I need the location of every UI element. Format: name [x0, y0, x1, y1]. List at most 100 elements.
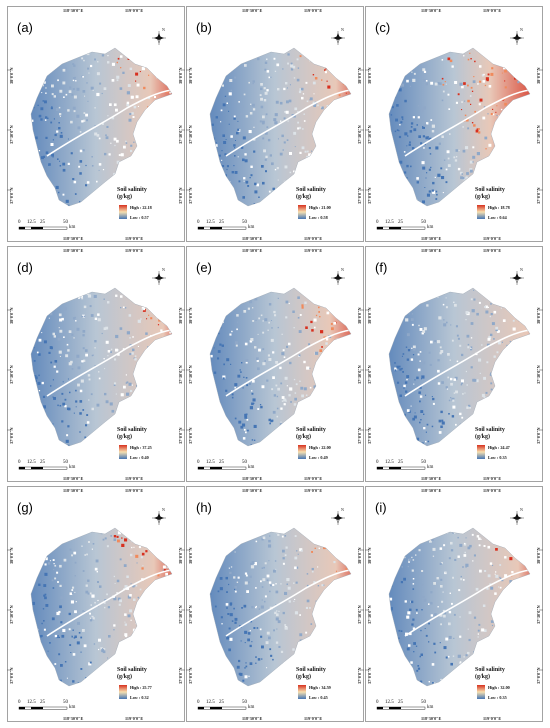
- salinity-pixel: [428, 137, 432, 141]
- salinity-pixel: [140, 318, 142, 320]
- salinity-pixel: [320, 55, 324, 59]
- salinity-pixel: [260, 580, 262, 583]
- salinity-pixel: [143, 395, 146, 399]
- salinity-pixel: [346, 111, 349, 114]
- salinity-pixel: [114, 144, 116, 147]
- salinity-pixel: [490, 303, 492, 305]
- salinity-pixel: [495, 111, 497, 113]
- salinity-pixel: [333, 322, 336, 325]
- salinity-pixel: [503, 538, 506, 541]
- salinity-pixel: [321, 392, 323, 394]
- salinity-pixel: [325, 338, 329, 341]
- salinity-pixel: [519, 391, 522, 395]
- salinity-pixel: [261, 165, 264, 168]
- salinity-pixel: [406, 535, 410, 539]
- salinity-pixel: [522, 644, 524, 646]
- salinity-pixel: [290, 401, 292, 403]
- salinity-pixel: [438, 419, 442, 423]
- salinity-pixel: [512, 586, 516, 590]
- salinity-pixel: [61, 317, 64, 321]
- river: [404, 569, 530, 637]
- salinity-pixel: [421, 378, 422, 380]
- salinity-pixel: [274, 560, 277, 562]
- latitude-label: 38°0'0"N: [536, 67, 541, 84]
- salinity-pixel: [264, 600, 266, 603]
- salinity-pixel: [411, 556, 413, 559]
- salinity-pixel: [504, 80, 506, 82]
- salinity-pixel: [494, 421, 497, 424]
- salinity-pixel: [229, 637, 233, 641]
- salinity-pixel: [277, 297, 279, 299]
- salinity-pixel: [315, 61, 318, 64]
- salinity-pixel: [220, 80, 223, 84]
- latitude-label: 37°30'0"N: [9, 125, 14, 144]
- salinity-pixel: [38, 150, 41, 152]
- salinity-pixel: [493, 657, 495, 659]
- salinity-pixel: [340, 164, 344, 167]
- compass-rose-icon: [510, 31, 524, 45]
- salinity-pixel: [471, 90, 474, 92]
- salinity-pixel: [160, 432, 162, 434]
- salinity-pixel: [243, 177, 246, 180]
- salinity-pixel: [277, 533, 280, 536]
- salinity-pixel: [165, 671, 169, 675]
- salinity-pixel: [242, 300, 246, 303]
- salinity-pixel: [35, 168, 38, 171]
- salinity-pixel: [338, 109, 340, 112]
- salinity-pixel: [525, 648, 529, 652]
- salinity-pixel: [45, 116, 48, 119]
- salinity-pixel: [96, 403, 100, 407]
- salinity-pixel: [457, 555, 460, 558]
- salinity-pixel: [338, 611, 340, 613]
- scale-tick-label: 0: [197, 460, 200, 465]
- salinity-pixel: [276, 415, 279, 418]
- salinity-pixel: [304, 48, 308, 51]
- salinity-pixel: [249, 177, 251, 179]
- salinity-pixel: [519, 410, 521, 413]
- salinity-pixel: [428, 603, 430, 605]
- legend-colorbar: [119, 445, 127, 459]
- compass-rose-icon: [510, 271, 524, 285]
- salinity-pixel: [504, 574, 508, 578]
- salinity-pixel: [471, 309, 475, 313]
- salinity-pixel: [477, 636, 479, 638]
- salinity-pixel: [274, 314, 277, 317]
- salinity-pixel: [401, 367, 403, 370]
- salinity-pixel: [129, 67, 133, 71]
- salinity-pixel: [234, 171, 238, 174]
- salinity-pixel: [151, 615, 154, 619]
- salinity-pixel: [91, 594, 95, 598]
- map-panel: (a) 118°30'0"E 118°30'0"E 119°0'0"E 119°0'0"…: [7, 6, 185, 242]
- scale-unit: km: [427, 705, 434, 710]
- salinity-pixel: [492, 108, 494, 110]
- salinity-pixel: [38, 583, 41, 586]
- salinity-pixel: [283, 87, 286, 91]
- salinity-pixel: [56, 108, 59, 111]
- salinity-pixel: [444, 612, 447, 614]
- salinity-pixel: [141, 600, 144, 603]
- salinity-pixel: [32, 99, 35, 102]
- salinity-pixel: [293, 403, 297, 406]
- salinity-pixel: [283, 192, 287, 196]
- salinity-pixel: [279, 366, 282, 370]
- salinity-pixel: [317, 120, 321, 124]
- salinity-pixel: [517, 81, 520, 84]
- salinity-pixel: [515, 386, 518, 389]
- salinity-pixel: [406, 177, 408, 179]
- salinity-pixel: [431, 396, 433, 398]
- salinity-pixel: [48, 311, 51, 314]
- salinity-pixel: [124, 623, 127, 626]
- compass-rose-icon: [331, 271, 345, 285]
- salinity-pixel: [250, 562, 253, 566]
- salinity-pixel: [242, 196, 245, 199]
- salinity-pixel: [473, 76, 475, 78]
- salinity-pixel: [295, 204, 298, 206]
- salinity-pixel: [148, 306, 151, 309]
- salinity-pixel: [134, 585, 136, 587]
- map-frame: [365, 486, 543, 722]
- salinity-pixel: [305, 326, 308, 329]
- salinity-pixel: [391, 567, 395, 571]
- salinity-pixel: [299, 662, 303, 665]
- salinity-pixel: [350, 167, 351, 169]
- salinity-pixel: [169, 404, 172, 407]
